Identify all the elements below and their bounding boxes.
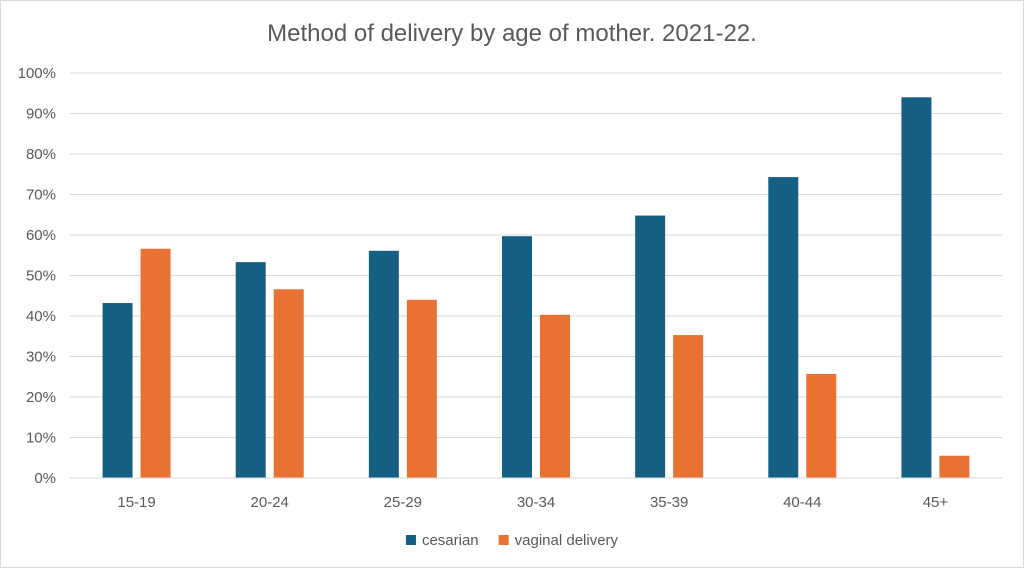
x-tick-label: 30-34 [517, 494, 555, 511]
y-tick-label: 10% [26, 430, 56, 447]
legend-swatch [405, 535, 416, 545]
bar-cesarian-25-29 [368, 250, 399, 478]
bar-vaginal-delivery-25-29 [406, 299, 437, 478]
x-tick-label: 40-44 [783, 494, 821, 511]
x-tick-label: 20-24 [251, 494, 289, 511]
bar-vaginal-delivery-40-44 [806, 373, 837, 478]
bar-cesarian-40-44 [768, 177, 799, 478]
legend-item: cesarian [405, 532, 479, 549]
y-axis: 0% 10% 20% 30% 40% 50% 60% 70% 80% 90% 100% [18, 65, 56, 487]
y-tick-label: 50% [26, 268, 56, 285]
bars [102, 97, 970, 479]
legend-label: vaginal delivery [515, 532, 619, 549]
legend-swatch [498, 535, 509, 545]
x-tick-label: 35-39 [650, 494, 688, 511]
y-tick-label: 70% [26, 187, 56, 204]
x-tick-label: 15-19 [117, 494, 155, 511]
gridlines [70, 72, 1002, 479]
bar-vaginal-delivery-35-39 [673, 335, 704, 478]
y-tick-label: 100% [18, 65, 56, 82]
legend: cesarian vaginal delivery [405, 532, 619, 549]
y-tick-label: 80% [26, 146, 56, 163]
bar-cesarian-15-19 [102, 303, 133, 478]
bar-vaginal-delivery-30-34 [540, 314, 570, 478]
bar-cesarian-20-24 [235, 262, 266, 478]
y-tick-label: 40% [26, 308, 56, 325]
x-tick-label: 25-29 [384, 494, 422, 511]
bar-vaginal-delivery-45+ [939, 455, 970, 478]
legend-label: cesarian [422, 532, 479, 549]
bar-cesarian-45+ [901, 97, 932, 479]
chart-title: Method of delivery by age of mother. 202… [267, 20, 757, 47]
x-tick-label: 45+ [923, 494, 949, 511]
x-axis: 15-19 20-24 25-29 30-34 35-39 40-44 45+ [70, 477, 1002, 511]
y-tick-label: 20% [26, 389, 56, 406]
bar-vaginal-delivery-20-24 [273, 289, 304, 478]
bar-cesarian-30-34 [502, 236, 532, 478]
y-tick-label: 60% [26, 227, 56, 244]
y-tick-label: 30% [26, 349, 56, 366]
y-tick-label: 0% [34, 470, 56, 487]
bar-vaginal-delivery-15-19 [140, 248, 171, 478]
y-tick-label: 90% [26, 106, 56, 123]
bar-cesarian-35-39 [635, 215, 666, 478]
legend-item: vaginal delivery [498, 532, 619, 549]
